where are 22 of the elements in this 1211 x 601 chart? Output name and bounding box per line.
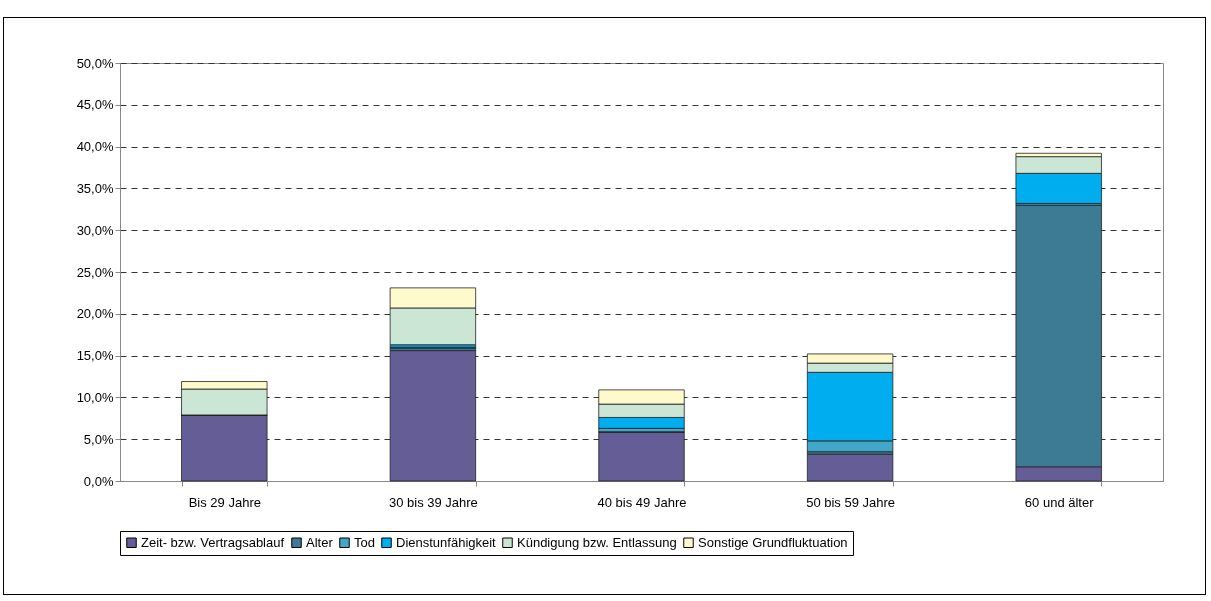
legend-label: Sonstige Grundfluktuation [698, 534, 848, 550]
legend-label: Tod [354, 534, 375, 550]
x-tick-label: 30 bis 39 Jahre [388, 494, 478, 510]
x-tick-label: Bis 29 Jahre [188, 494, 261, 510]
x-tick-label: 60 und älter [1024, 494, 1095, 510]
y-tick-label: 50,0% [76, 55, 114, 71]
x-tick-label: 40 bis 49 Jahre [597, 494, 687, 510]
legend-label: Dienstunfähigkeit [396, 534, 497, 550]
x-tick-label: 50 bis 59 Jahre [806, 494, 896, 510]
y-tick-label: 25,0% [76, 264, 114, 280]
y-tick-label: 45,0% [76, 97, 114, 113]
y-tick-label: 30,0% [76, 222, 114, 238]
legend-label: Kündigung bzw. Entlassung [517, 534, 677, 550]
y-tick-label: 15,0% [76, 348, 114, 364]
y-tick-label: 0,0% [83, 473, 114, 489]
y-tick-label: 40,0% [76, 139, 114, 155]
y-tick-label: 10,0% [76, 389, 114, 405]
legend-label: Alter [306, 534, 334, 550]
y-tick-label: 20,0% [76, 306, 114, 322]
y-tick-label: 35,0% [76, 180, 114, 196]
y-tick-label: 5,0% [83, 431, 114, 447]
legend-label: Zeit- bzw. Vertragsablauf [141, 534, 285, 550]
